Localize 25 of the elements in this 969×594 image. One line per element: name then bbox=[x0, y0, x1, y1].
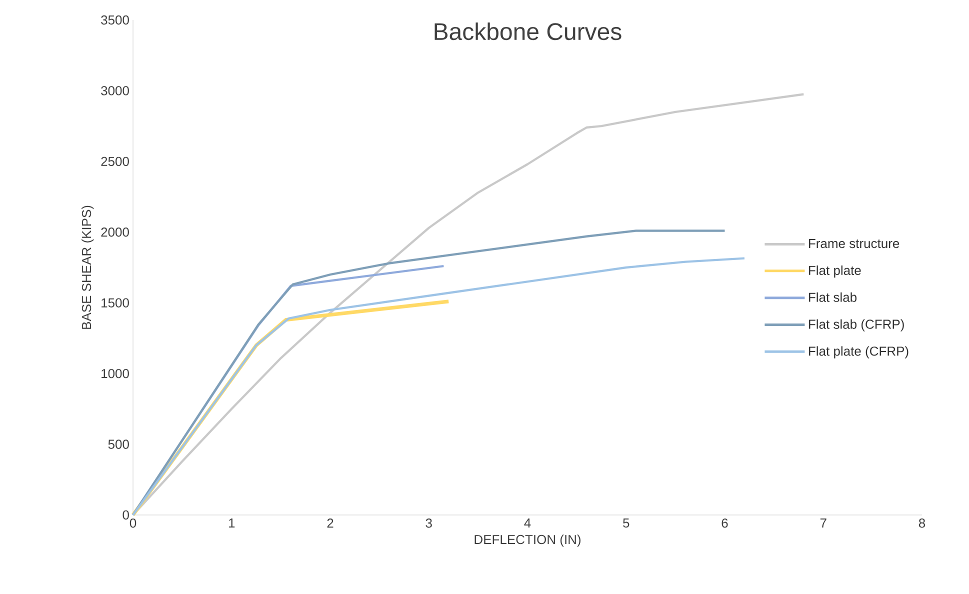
y-tick-label: 2500 bbox=[101, 156, 129, 166]
y-tick-label: 2000 bbox=[101, 228, 129, 237]
x-tick-label: 8 bbox=[918, 518, 926, 528]
y-axis-title: BASE SHEAR (KIPS) bbox=[82, 206, 94, 329]
chart-title: Backbone Curves bbox=[434, 22, 622, 40]
x-tick-label: 7 bbox=[820, 518, 826, 528]
y-tick-label: 3500 bbox=[101, 15, 129, 25]
x-axis-title: DEFLECTION (IN) bbox=[474, 534, 580, 547]
y-tick-label: 3000 bbox=[101, 86, 129, 96]
legend-label: Flat slab (CFRP) bbox=[809, 319, 904, 332]
legend-label: Flat plate (CFRP) bbox=[809, 346, 908, 358]
y-tick-label: 0 bbox=[122, 510, 129, 520]
y-tick-label: 500 bbox=[108, 440, 129, 449]
x-tick-label: 6 bbox=[722, 518, 728, 528]
x-tick-label: 5 bbox=[623, 518, 630, 528]
x-tick-label: 2 bbox=[327, 518, 334, 528]
y-tick-label: 1500 bbox=[102, 298, 129, 308]
legend-label: Flat plate bbox=[809, 265, 861, 278]
legend-label: Flat slab bbox=[809, 292, 857, 302]
x-tick-label: 3 bbox=[426, 518, 432, 528]
x-tick-label: 0 bbox=[130, 518, 136, 528]
legend-label: Frame structure bbox=[809, 239, 900, 248]
y-tick-label: 1000 bbox=[102, 368, 129, 378]
x-tick-label: 4 bbox=[524, 518, 531, 528]
x-tick-label: 1 bbox=[229, 518, 235, 528]
